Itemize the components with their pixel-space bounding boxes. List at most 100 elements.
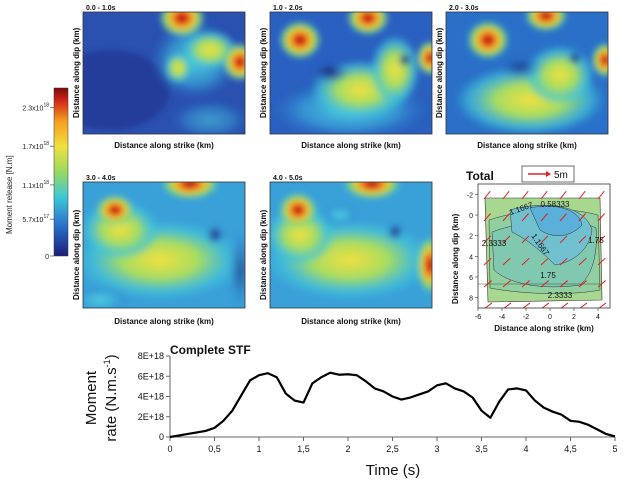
snapshot-ylabel-0: Distance along dip (km) [72, 27, 81, 118]
snapshot-xlabel-2: Distance along strike (km) [477, 141, 577, 150]
slip-vector-21 [483, 257, 492, 266]
total-legend-arrowhead [546, 171, 551, 177]
slip-vector-18 [559, 235, 568, 244]
stf-xtick-label-4: 2 [345, 444, 350, 454]
slip-vector-20 [597, 235, 606, 244]
slip-vector-24 [540, 257, 549, 266]
total-ytick-label-3: 4 [469, 254, 473, 261]
contour-label-4: 1.75 [588, 236, 604, 245]
total-xtick-label-1: -4 [499, 314, 505, 321]
contour-label-2: 2.3333 [482, 239, 507, 248]
stf-xtick-label-7: 3,5 [475, 444, 488, 454]
stf-xtick-label-5: 2,5 [386, 444, 399, 454]
total-ytick-label-0: -2 [467, 192, 473, 199]
slip-vector-16 [521, 235, 530, 244]
total-ticks: -6 -4 -2 0 2 4 -2 0 2 4 6 8 [467, 192, 600, 321]
slip-vector-4 [559, 190, 567, 200]
snapshot-title-4: 4.0 - 5.0s [273, 175, 303, 182]
stf-ylabel-line2: rate (N.m.s-1) [102, 354, 120, 441]
total-legend-label: 5m [554, 170, 568, 181]
total-xtick-label-5: 4 [596, 314, 600, 321]
slip-vector-15 [502, 235, 511, 244]
stf-ytick-label-1: 2E+18 [138, 412, 164, 422]
snapshot-title-0: 0.0 - 1.0s [86, 5, 116, 12]
stf-chart: Complete STF 0 0,5 1 1,5 2 2,5 3 3,5 4 4,5 5 0 2E+18… [83, 343, 618, 479]
slip-vector-6 [597, 190, 605, 200]
stf-xtick-label-1: 0,5 [208, 444, 221, 454]
slip-vector-26 [578, 257, 587, 266]
slip-vector-27 [597, 257, 606, 266]
total-xtick-label-4: 2 [572, 314, 576, 321]
snapshot-title-1: 1.0 - 2.0s [273, 5, 303, 12]
colorbar-ticks: 2.3x1018 1.7x1018 1.1x1018 5.7x1017 0 [22, 102, 54, 261]
slip-vector-11 [559, 213, 567, 222]
slip-vector-3 [540, 190, 548, 200]
snapshot-ylabel-4: Distance along dip (km) [259, 209, 268, 300]
snapshot-heatmap-1 [270, 12, 432, 134]
slip-vector-2 [521, 190, 529, 200]
stf-xtick-label-2: 1 [256, 444, 261, 454]
total-xtick-label-3: 0 [548, 314, 552, 321]
colorbar-gradient [53, 87, 69, 257]
slip-vector-29 [502, 280, 511, 288]
snapshot-heatmap-0 [83, 12, 245, 134]
colorbar-tick-label-3: 5.7x1017 [22, 214, 49, 224]
slip-vector-14 [483, 235, 492, 244]
snapshot-ylabel-2: Distance along dip (km) [435, 27, 444, 118]
slip-vector-25 [559, 257, 568, 266]
snapshot-title-3: 3.0 - 4.0s [86, 175, 116, 182]
stf-xtick-label-8: 4 [523, 444, 528, 454]
stf-ylabel-main: rate (N.m.s [103, 367, 120, 441]
stf-ytick-label-3: 6E+18 [138, 371, 164, 381]
stf-ylabel-sup: -1 [102, 359, 112, 367]
stf-ytick-label-4: 8E+18 [138, 351, 164, 361]
slip-vector-1 [502, 190, 510, 200]
slip-vectors [483, 190, 607, 308]
slip-vector-33 [578, 280, 587, 288]
contour-label-1: 0.58333 [541, 200, 570, 209]
stf-ylabel-end: ) [103, 354, 120, 359]
snapshot-xlabel-1: Distance along strike (km) [301, 141, 401, 150]
contour-058 [529, 205, 583, 236]
slip-vector-8 [502, 213, 510, 222]
total-xlabel: Distance along strike (km) [494, 324, 594, 333]
colorbar-tick-label-0: 2.3x1018 [22, 102, 49, 112]
colorbar: Moment release [N.m] 2.3x1018 1.7x1018 1.1… [5, 87, 69, 261]
stf-axes: 0 0,5 1 1,5 2 2,5 3 3,5 4 4,5 5 0 2E+18 4E+18 6E+18 8E+… [138, 351, 618, 454]
snapshot-panel-3: 3.0 - 4.0s Distance along strike (km) Di… [72, 175, 246, 326]
snapshot-ylabel-1: Distance along dip (km) [259, 27, 268, 118]
stf-ylabel-line1: Moment [83, 370, 100, 425]
slip-vector-7 [483, 213, 491, 222]
slip-vector-0 [483, 190, 491, 200]
snapshot-heatmap-2 [446, 12, 608, 134]
colorbar-tick-label-1: 1.7x1018 [22, 141, 49, 151]
total-xtick-label-0: -6 [475, 314, 481, 321]
slip-vector-17 [540, 235, 549, 244]
snapshot-panel-0: 0.0 - 1.0s Distance along strike (km) Di… [72, 5, 246, 150]
slip-vector-28 [483, 280, 492, 288]
colorbar-tick-label-2: 1.1x1018 [22, 180, 49, 190]
slip-vector-34 [597, 280, 606, 288]
snapshot-xlabel-4: Distance along strike (km) [301, 317, 401, 326]
snapshot-ylabel-3: Distance along dip (km) [72, 209, 81, 300]
snapshot-panel-1: 1.0 - 2.0s Distance along strike (km) Di… [259, 5, 433, 150]
stf-xtick-label-6: 3 [434, 444, 439, 454]
contour-label-6: 2.3333 [548, 291, 573, 300]
total-xtick-label-2: -2 [523, 314, 529, 321]
stf-ytick-label-0: 0 [159, 432, 164, 442]
snapshot-title-2: 2.0 - 3.0s [449, 5, 479, 12]
stf-series [169, 371, 616, 439]
stf-xtick-label-9: 4,5 [564, 444, 577, 454]
slip-vector-12 [578, 213, 586, 222]
stf-xtick-label-3: 1,5 [297, 444, 310, 454]
contour-label-5: 1.75 [540, 271, 556, 280]
total-ylabel: Distance along dip (km) [451, 213, 460, 304]
slip-vector-13 [597, 213, 605, 222]
snapshot-heatmap-3 [83, 182, 245, 308]
slip-vector-5 [578, 190, 586, 200]
slip-vector-19 [578, 235, 587, 244]
colorbar-label: Moment release [N.m] [5, 155, 14, 234]
stf-series-line-0 [169, 371, 616, 439]
